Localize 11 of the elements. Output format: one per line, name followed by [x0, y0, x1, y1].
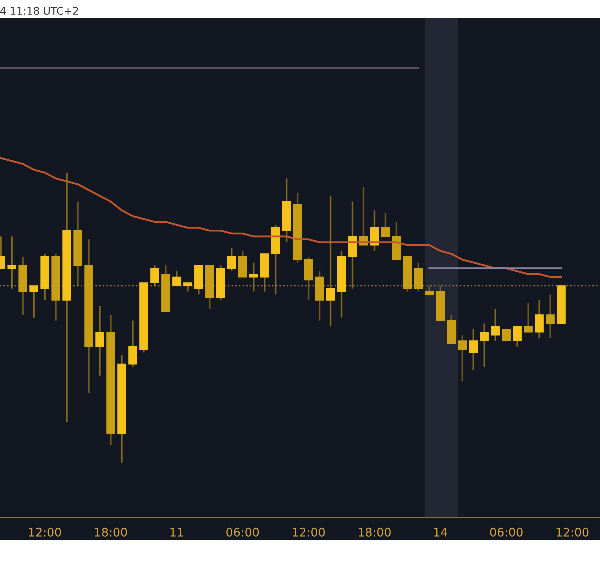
x-tick-label: 11 — [170, 528, 184, 537]
x-tick-label: 18:00 — [95, 528, 128, 537]
x-tick-label: 12:00 — [293, 528, 326, 537]
x-tick-label: 06:00 — [226, 528, 260, 537]
text: 4 11:18 UTC+2 — [0, 7, 78, 16]
x-tick-label: 14 — [434, 528, 448, 537]
candlestick — [502, 329, 511, 342]
x-tick-label: 18:00 — [359, 528, 391, 537]
x-tick-label: 12:00 — [29, 528, 62, 537]
x-tick-label: 06:00 — [490, 528, 523, 537]
x-tick-label: 12:00 — [556, 528, 589, 537]
